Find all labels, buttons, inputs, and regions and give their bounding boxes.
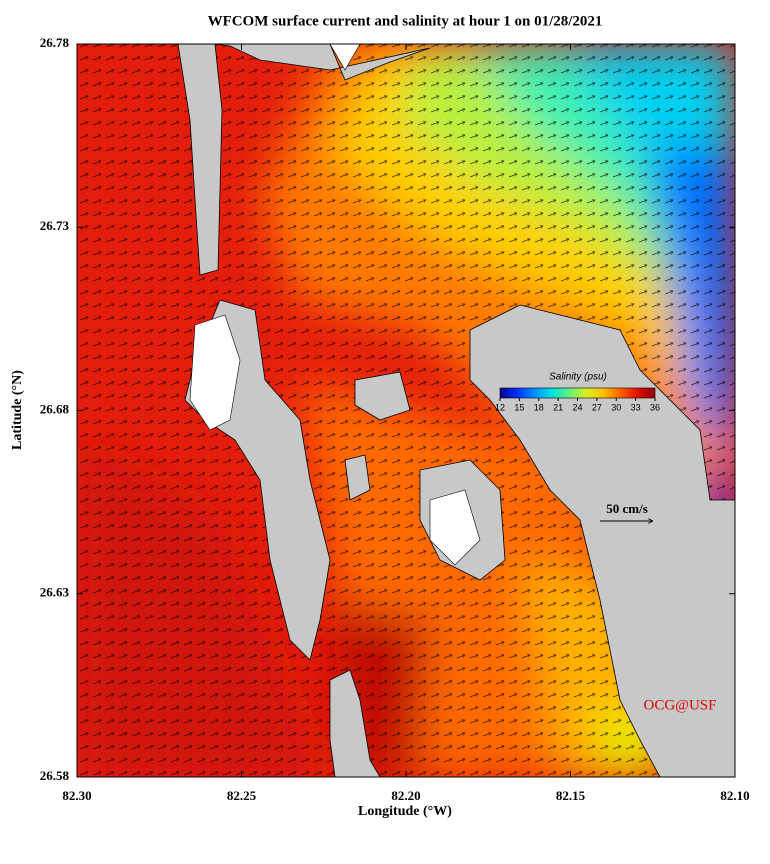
- colorbar-ramp: [499, 387, 656, 399]
- y-tick-label: 26.63: [40, 585, 70, 600]
- colorbar-tick-label: 30: [611, 402, 621, 412]
- y-tick-label: 26.78: [40, 35, 70, 50]
- colorbar-tick-label: 21: [553, 402, 563, 412]
- colorbar: Salinity (psu) 12 15 18 21 24 27 30 33 36: [495, 372, 660, 413]
- colorbar-tick-label: 33: [631, 402, 641, 412]
- colorbar-tick-label: 18: [534, 402, 544, 412]
- colorbar-tick-label: 36: [650, 402, 660, 412]
- x-tick-label: 82.30: [62, 788, 91, 803]
- map-title: WFCOM surface current and salinity at ho…: [208, 13, 603, 29]
- colorbar-tick-label: 27: [592, 402, 602, 412]
- x-tick-label: 82.15: [556, 788, 586, 803]
- x-tick-label: 82.20: [391, 788, 420, 803]
- scale-arrow: 50 cm/s: [600, 501, 652, 521]
- x-tick-label: 82.25: [227, 788, 257, 803]
- x-tick-label: 82.10: [720, 788, 749, 803]
- salinity-field: [77, 44, 735, 777]
- credit: OCG@USF: [643, 697, 716, 713]
- y-tick-label: 26.68: [40, 401, 70, 416]
- y-tick-label: 26.58: [40, 768, 70, 783]
- colorbar-title: Salinity (psu): [549, 372, 607, 383]
- y-axis-label: Latitude (°N): [10, 370, 25, 450]
- colorbar-tick-label: 15: [514, 402, 524, 412]
- colorbar-tick-label: 12: [495, 402, 505, 412]
- colorbar-tick-label: 24: [572, 402, 582, 412]
- y-tick-label: 26.73: [40, 218, 70, 233]
- scale-label: 50 cm/s: [606, 501, 648, 516]
- x-axis-label: Longitude (°W): [358, 804, 452, 819]
